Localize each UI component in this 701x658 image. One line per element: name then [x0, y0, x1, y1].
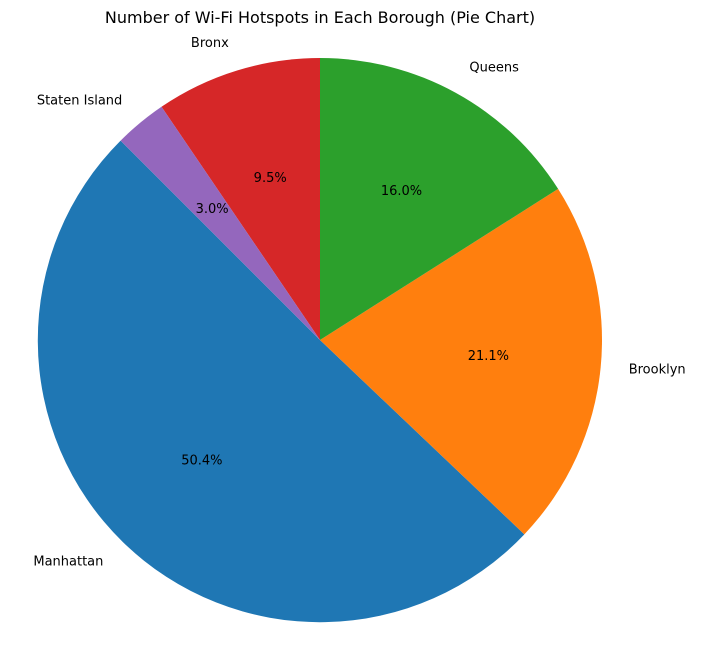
pie-slices	[37, 58, 602, 623]
pie-slice-brooklyn	[320, 188, 602, 535]
pie-slice-bronx	[161, 58, 320, 340]
pct-label-manhattan: 50.4%	[181, 454, 222, 469]
slice-label-staten-island: Staten Island	[37, 94, 122, 109]
pct-label-staten-island: 3.0%	[196, 202, 229, 217]
slice-label-bronx: Bronx	[191, 36, 229, 51]
pie-labels: 50.4% Manhattan 21.1% Brooklyn 16.0% Queens 9.…	[33, 36, 685, 570]
chart-title: Number of Wi-Fi Hotspots in Each Borough…	[105, 8, 535, 27]
pct-label-bronx: 9.5%	[254, 171, 287, 186]
pie-slice-queens	[320, 58, 559, 340]
pct-label-queens: 16.0%	[381, 184, 422, 199]
slice-label-brooklyn: Brooklyn	[629, 363, 686, 378]
pie-slice-manhattan	[37, 140, 525, 623]
slice-label-manhattan: Manhattan	[33, 555, 103, 570]
slice-label-queens: Queens	[469, 61, 519, 76]
pie-slice-staten-island	[120, 106, 320, 340]
pct-label-brooklyn: 21.1%	[468, 349, 509, 364]
